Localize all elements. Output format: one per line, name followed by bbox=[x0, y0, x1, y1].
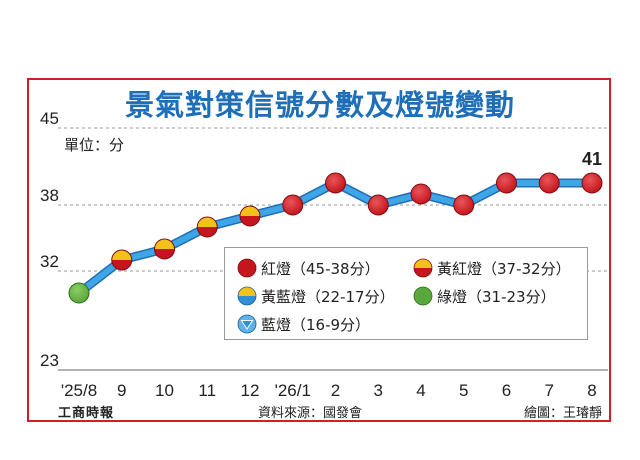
unit-label: 單位：分 bbox=[64, 136, 124, 154]
legend-label: 藍燈（16-9分） bbox=[261, 315, 371, 334]
y-tick-label: 45 bbox=[40, 109, 59, 128]
green-dot-icon bbox=[413, 286, 433, 306]
legend-label: 綠燈（31-23分） bbox=[437, 287, 556, 306]
legend-label: 紅燈（45-38分） bbox=[261, 259, 380, 278]
data-point-yellow-red bbox=[239, 205, 261, 227]
x-tick-label: 11 bbox=[198, 381, 216, 400]
x-tick-label: 5 bbox=[459, 381, 468, 400]
legend-item-red: 紅燈（45-38分） bbox=[237, 256, 380, 280]
x-tick-label: 7 bbox=[545, 381, 554, 400]
blue-triangle-icon bbox=[237, 314, 257, 334]
label-layer: 41 bbox=[582, 149, 602, 169]
x-tick-label: '25/8 bbox=[61, 381, 97, 400]
data-point-red bbox=[581, 172, 603, 194]
x-tick-label: 8 bbox=[587, 381, 596, 400]
data-label: 41 bbox=[582, 149, 602, 169]
legend-label: 黃紅燈（37-32分） bbox=[437, 259, 571, 278]
publisher-logo: 工商時報 bbox=[58, 406, 115, 421]
chart-title: 景氣對策信號分數及燈號變動 bbox=[124, 88, 515, 122]
data-point-red bbox=[453, 194, 475, 216]
data-point-yellow-red bbox=[111, 249, 133, 271]
x-tick-label: 6 bbox=[502, 381, 511, 400]
legend-label: 黃藍燈（22-17分） bbox=[261, 287, 395, 306]
data-point-red bbox=[538, 172, 560, 194]
x-tick-label: 10 bbox=[155, 381, 174, 400]
x-tick-label: 4 bbox=[416, 381, 425, 400]
y-tick-label: 23 bbox=[40, 351, 59, 370]
x-tick-label: '26/1 bbox=[275, 381, 311, 400]
data-point-red bbox=[496, 172, 517, 194]
x-tick-label: 2 bbox=[331, 381, 340, 400]
x-tick-label: 12 bbox=[241, 381, 260, 400]
y-tick-label: 32 bbox=[40, 252, 59, 271]
marker-layer bbox=[68, 172, 603, 304]
legend-item-blue: 藍燈（16-9分） bbox=[237, 312, 370, 336]
legend: 紅燈（45-38分） 黃紅燈（37-32分） 黃藍燈（22-17分） 綠燈（31… bbox=[224, 247, 588, 340]
x-tick-label: 3 bbox=[374, 381, 383, 400]
data-point-green bbox=[68, 282, 90, 304]
data-point-yellow-red bbox=[196, 216, 218, 238]
legend-item-green: 綠燈（31-23分） bbox=[413, 284, 556, 308]
legend-item-yellow-blue: 黃藍燈（22-17分） bbox=[237, 284, 395, 308]
data-point-red bbox=[282, 194, 304, 216]
yellow-red-dot-icon bbox=[413, 258, 433, 278]
credit-note: 繪圖：王璿靜 bbox=[524, 406, 603, 421]
x-tick-label: 9 bbox=[117, 381, 126, 400]
source-note: 資料來源：國發會 bbox=[258, 406, 363, 421]
data-point-red bbox=[410, 183, 432, 205]
data-point-red bbox=[367, 194, 389, 216]
y-tick-label: 38 bbox=[40, 186, 59, 205]
data-point-yellow-red bbox=[154, 238, 175, 260]
legend-item-yellow-red: 黃紅燈（37-32分） bbox=[413, 256, 571, 280]
data-point-red bbox=[325, 172, 346, 194]
red-dot-icon bbox=[237, 258, 257, 278]
yellow-blue-dot-icon bbox=[237, 286, 257, 306]
